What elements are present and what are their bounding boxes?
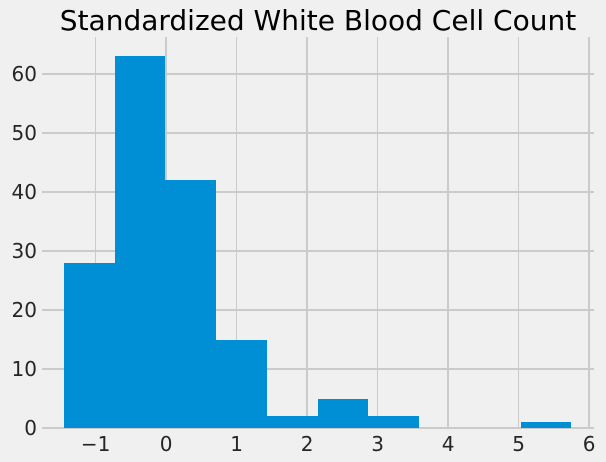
plot-area — [42, 37, 594, 429]
x-tick-label: 4 — [441, 432, 455, 456]
histogram-bar — [520, 422, 572, 428]
x-tick-label: 1 — [230, 432, 243, 456]
x-tick-label: 6 — [582, 432, 596, 456]
y-tick-label: 50 — [11, 121, 37, 146]
grid-layer — [42, 37, 594, 429]
y-tick-label: 60 — [11, 62, 37, 87]
y-tick-label: 30 — [11, 239, 37, 264]
gridline-x — [306, 37, 308, 428]
x-tick-label: −1 — [80, 432, 111, 456]
gridline-y — [42, 191, 594, 193]
gridline-x — [94, 37, 97, 428]
y-tick-label: 20 — [11, 298, 37, 323]
x-tick-label: 5 — [512, 432, 525, 456]
y-tick-label: 0 — [24, 416, 37, 440]
gridline-x — [447, 37, 449, 428]
x-tick-label: 3 — [371, 432, 384, 456]
histogram-bar — [368, 416, 420, 428]
gridline-y — [42, 73, 594, 75]
bars-layer — [42, 37, 594, 428]
histogram-bar — [317, 398, 369, 428]
x-tick-label: 0 — [159, 432, 173, 456]
gridline-y — [42, 368, 594, 370]
gridline-x — [517, 37, 520, 428]
histogram-bar — [266, 416, 318, 428]
gridline-y — [42, 309, 594, 311]
gridline-x — [376, 37, 379, 428]
y-tick-label: 40 — [11, 180, 37, 205]
gridline-y — [42, 250, 594, 252]
gridline-y — [42, 132, 594, 134]
y-tick-label: 10 — [11, 357, 37, 382]
x-tick-label: 2 — [300, 432, 314, 456]
gridline-x — [588, 37, 590, 428]
chart-title: Standardized White Blood Cell Count — [59, 4, 577, 37]
histogram-bar — [216, 339, 267, 428]
histogram-bar — [63, 262, 115, 428]
gridline-x — [235, 37, 238, 428]
gridline-y — [42, 427, 594, 429]
histogram-bar — [114, 56, 166, 428]
histogram-bar — [165, 180, 217, 428]
